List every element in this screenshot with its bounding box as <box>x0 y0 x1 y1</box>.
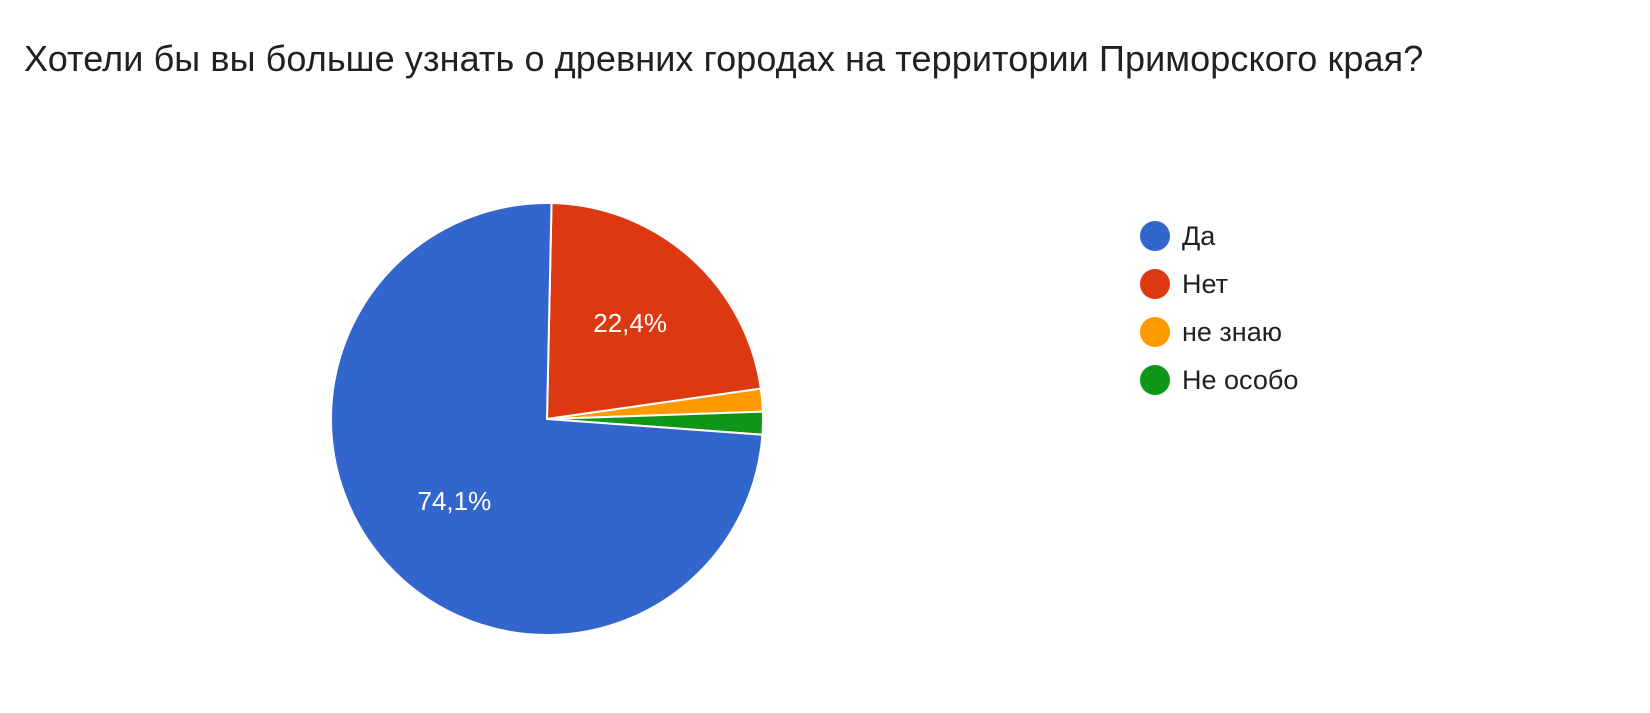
legend-dot-icon <box>1140 365 1170 395</box>
pie-slice-label-0: 74,1% <box>417 486 491 516</box>
legend-dot-icon <box>1140 221 1170 251</box>
legend-label: Не особо <box>1182 364 1299 395</box>
pie-slices <box>330 202 764 636</box>
pie-slice-label-1: 22,4% <box>593 308 667 338</box>
chart-title: Хотели бы вы больше узнать о древних гор… <box>24 38 1424 79</box>
legend-label: не знаю <box>1182 316 1282 347</box>
pie-slice-0[interactable] <box>330 202 764 636</box>
pie-labels: 22,4% 74,1% <box>417 308 666 516</box>
pie-slice-1[interactable] <box>545 202 762 421</box>
legend-item-da[interactable]: Да <box>1140 212 1298 260</box>
legend-item-net[interactable]: Нет <box>1140 260 1298 308</box>
legend-dot-icon <box>1140 317 1170 347</box>
legend: Да Нет не знаю Не особо <box>1140 212 1298 404</box>
legend-item-ne-znayu[interactable]: не знаю <box>1140 308 1298 356</box>
legend-label: Нет <box>1182 268 1228 299</box>
legend-dot-icon <box>1140 269 1170 299</box>
legend-label: Да <box>1182 220 1216 251</box>
legend-item-ne-osobo[interactable]: Не особо <box>1140 356 1298 404</box>
